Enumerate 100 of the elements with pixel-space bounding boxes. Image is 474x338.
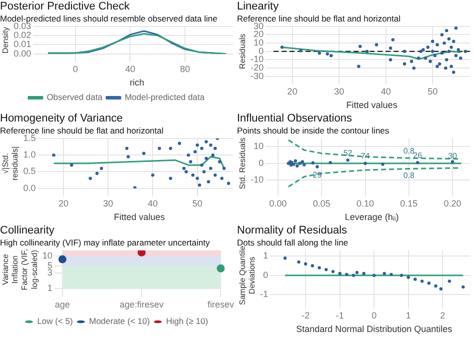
point xyxy=(442,41,446,45)
y-tick-label: 0.01 xyxy=(14,39,32,50)
point xyxy=(456,48,460,52)
y-axis-title: Sample Quantile Deviations xyxy=(238,245,257,305)
point xyxy=(445,58,448,62)
point xyxy=(298,162,302,165)
point xyxy=(168,146,172,150)
point xyxy=(126,155,130,158)
x-tick-label: age xyxy=(54,300,70,310)
point xyxy=(193,150,197,154)
point xyxy=(151,173,154,177)
point xyxy=(358,44,362,48)
point xyxy=(416,160,420,164)
point xyxy=(388,58,392,62)
point xyxy=(198,183,202,187)
x-tick-label: 80 xyxy=(180,64,190,74)
point xyxy=(419,50,422,53)
point xyxy=(182,166,186,170)
point xyxy=(438,62,442,66)
legend-label: Observed data xyxy=(46,92,103,102)
annotation: 0.8 xyxy=(403,170,416,180)
y-tick-label: 0.00 xyxy=(14,48,32,58)
x-tick-label: -2 xyxy=(302,310,310,320)
point xyxy=(381,162,384,166)
x-tick-label: 40 xyxy=(148,198,158,208)
y-tick-label: 10 xyxy=(254,38,264,48)
x-tick-label: 0.15 xyxy=(400,198,418,208)
x-tick-label: 50 xyxy=(428,86,438,96)
legend-label: Model-predicted data xyxy=(124,92,205,102)
x-tick-label: 40 xyxy=(125,64,136,74)
point xyxy=(296,164,299,168)
point xyxy=(294,159,298,162)
point xyxy=(436,43,439,46)
point xyxy=(459,56,462,60)
point xyxy=(462,285,465,289)
point xyxy=(218,160,222,164)
y-axis-title: √|Std. residuals| xyxy=(1,146,20,180)
point xyxy=(374,43,378,46)
y-axis-title: Residuals xyxy=(238,34,248,69)
point xyxy=(416,56,420,60)
point xyxy=(427,281,430,285)
point xyxy=(439,287,442,290)
point xyxy=(189,160,192,164)
point xyxy=(452,70,456,74)
chart-subtitle: Model-predicted lines should resemble observed data line xyxy=(0,14,218,24)
point xyxy=(220,176,224,180)
point xyxy=(414,278,417,281)
point xyxy=(214,146,217,150)
y-tick-label: -30 xyxy=(250,70,264,81)
point xyxy=(366,50,369,53)
point xyxy=(88,176,92,180)
annotation: 52 xyxy=(343,148,353,158)
point xyxy=(372,274,376,277)
point xyxy=(444,66,448,70)
chart-title: Normality of Residuals xyxy=(237,224,348,237)
point xyxy=(311,161,314,164)
point xyxy=(428,60,432,63)
point xyxy=(430,40,434,43)
point xyxy=(406,276,410,279)
x-axis-title: Fitted values xyxy=(346,100,398,110)
point xyxy=(300,160,304,164)
point xyxy=(388,46,392,50)
y-tick-label: 3 xyxy=(47,268,52,278)
point xyxy=(430,50,434,53)
x-tick-label: 40 xyxy=(380,86,391,96)
point xyxy=(450,64,453,68)
point xyxy=(331,270,335,274)
point xyxy=(436,64,439,68)
y-tick-label: -20 xyxy=(250,62,264,73)
y-tick-label: 0 xyxy=(263,270,268,280)
y-axis-title: Density xyxy=(1,26,10,54)
chart-subtitle: Points should be inside the contour lines xyxy=(237,126,390,136)
point xyxy=(186,153,190,157)
point xyxy=(204,156,208,160)
point xyxy=(202,170,206,174)
annotation: 26 xyxy=(413,150,423,160)
point xyxy=(204,140,208,144)
point xyxy=(454,54,458,58)
point xyxy=(142,152,146,155)
point xyxy=(450,46,453,49)
y-axis-title: Variance Inflation Factor (VIF, log-scaled) xyxy=(1,248,39,290)
x-tick-label: 20 xyxy=(287,86,298,96)
point xyxy=(214,173,217,177)
point xyxy=(391,38,394,42)
point xyxy=(402,50,406,53)
point xyxy=(412,66,416,70)
point xyxy=(400,274,404,277)
point xyxy=(211,153,215,157)
y-tick-label: 10 xyxy=(42,250,52,261)
x-tick-label: 0 xyxy=(72,64,78,74)
point xyxy=(178,142,182,145)
legend-label: Moderate (< 10) xyxy=(89,316,150,326)
x-tick-label: 30 xyxy=(334,86,344,96)
point xyxy=(452,40,456,43)
x-axis-title: rich xyxy=(130,78,144,88)
x-tick-label: 20 xyxy=(58,198,69,208)
point xyxy=(364,162,367,165)
point xyxy=(226,182,230,185)
point xyxy=(326,52,329,56)
x-tick-label: -1 xyxy=(336,310,344,320)
